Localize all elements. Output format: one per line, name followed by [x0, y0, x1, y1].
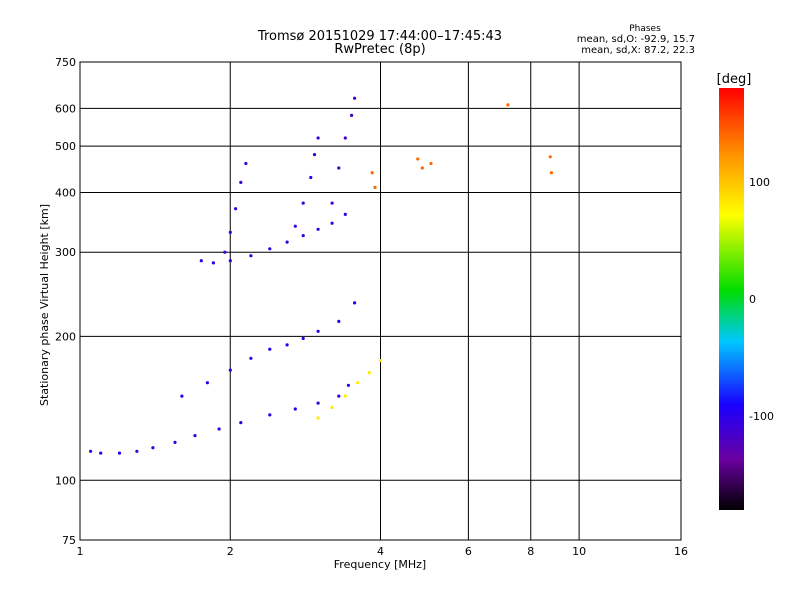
- data-point: [151, 446, 155, 450]
- data-point: [249, 254, 253, 258]
- data-point: [420, 166, 424, 170]
- colorbar-tick-label: 0: [749, 293, 756, 306]
- data-point: [316, 227, 320, 231]
- data-point: [343, 136, 347, 140]
- x-tick-label: 8: [527, 545, 534, 558]
- data-point: [316, 401, 320, 405]
- data-point: [244, 161, 248, 166]
- colorbar: [719, 88, 744, 510]
- y-tick-label: 75: [62, 534, 76, 547]
- data-point: [239, 180, 243, 184]
- data-point: [312, 153, 317, 157]
- data-point: [370, 171, 374, 175]
- data-point: [330, 201, 334, 205]
- data-point: [316, 136, 320, 140]
- data-point: [309, 175, 313, 180]
- data-point: [293, 224, 297, 228]
- y-axis-ticks: 75 100 200 300 400 500 600 750: [55, 56, 76, 547]
- data-point: [373, 185, 377, 189]
- stats-line-o: mean, sd,O: -92.9, 15.7: [577, 34, 695, 45]
- data-point: [285, 343, 289, 347]
- data-point: [223, 250, 227, 254]
- data-point: [316, 329, 320, 333]
- x-tick-label: 16: [674, 545, 688, 558]
- y-tick-label: 200: [55, 330, 76, 343]
- chart-grid: [80, 62, 681, 540]
- data-point: [268, 413, 272, 417]
- colorbar-tick-label: 100: [749, 176, 770, 189]
- x-tick-label: 1: [77, 545, 84, 558]
- y-tick-label: 100: [55, 474, 76, 487]
- data-point: [99, 451, 103, 455]
- data-point: [285, 240, 289, 244]
- data-point: [353, 96, 357, 100]
- data-point: [330, 221, 334, 225]
- data-point: [293, 407, 297, 411]
- data-point: [353, 301, 357, 305]
- data-point: [205, 381, 209, 385]
- data-point: [89, 449, 93, 453]
- data-point: [506, 103, 510, 107]
- y-tick-label: 400: [55, 186, 76, 199]
- data-point: [180, 394, 184, 398]
- data-point: [268, 347, 272, 351]
- x-axis-label: Frequency [MHz]: [334, 558, 426, 571]
- data-point: [416, 157, 420, 161]
- data-point: [378, 359, 383, 363]
- data-point: [346, 383, 350, 387]
- chart-subtitle: RwPretec (8p): [334, 42, 425, 57]
- plot-frame: [79, 61, 682, 541]
- data-points: [89, 96, 554, 455]
- data-point: [211, 261, 215, 265]
- x-tick-label: 4: [377, 545, 384, 558]
- data-point: [301, 201, 305, 205]
- data-point: [228, 230, 232, 234]
- y-tick-label: 500: [55, 140, 76, 153]
- data-point: [199, 259, 203, 263]
- y-tick-label: 750: [55, 56, 76, 69]
- data-point: [548, 155, 552, 159]
- colorbar-ticks: 100 0 -100: [749, 176, 774, 423]
- data-point: [343, 394, 347, 398]
- data-point: [549, 171, 554, 175]
- chart-title: Tromsø 20151029 17:44:00–17:45:43: [257, 29, 502, 44]
- data-point: [193, 434, 197, 438]
- data-point: [301, 234, 305, 238]
- data-point: [234, 207, 238, 211]
- data-point: [173, 440, 177, 444]
- x-axis-ticks: 1 2 4 6 8 10 16: [77, 545, 689, 558]
- y-tick-label: 300: [55, 246, 76, 259]
- data-point: [228, 368, 232, 372]
- data-point: [316, 416, 320, 420]
- x-tick-label: 6: [465, 545, 472, 558]
- data-point: [239, 421, 243, 425]
- data-point: [217, 427, 221, 431]
- data-point: [356, 381, 360, 385]
- data-point: [350, 113, 354, 117]
- data-point: [337, 166, 341, 170]
- data-point: [337, 394, 341, 398]
- data-point: [228, 259, 232, 263]
- x-tick-label: 10: [572, 545, 586, 558]
- data-point: [367, 371, 371, 375]
- y-tick-label: 600: [55, 102, 76, 115]
- data-point: [301, 336, 305, 341]
- data-point: [249, 356, 253, 360]
- data-point: [135, 449, 139, 453]
- y-axis-label: Stationary phase Virtual Height [km]: [38, 204, 51, 406]
- data-point: [343, 212, 347, 216]
- colorbar-label: [deg]: [717, 72, 752, 87]
- stats-line-x: mean, sd,X: 87.2, 22.3: [581, 45, 695, 56]
- data-point: [330, 405, 334, 410]
- x-tick-label: 2: [227, 545, 234, 558]
- data-point: [337, 319, 341, 323]
- data-point: [117, 451, 122, 455]
- colorbar-tick-label: -100: [749, 410, 774, 423]
- data-point: [268, 247, 272, 251]
- data-point: [429, 161, 433, 166]
- stats-title: Phases: [629, 24, 661, 34]
